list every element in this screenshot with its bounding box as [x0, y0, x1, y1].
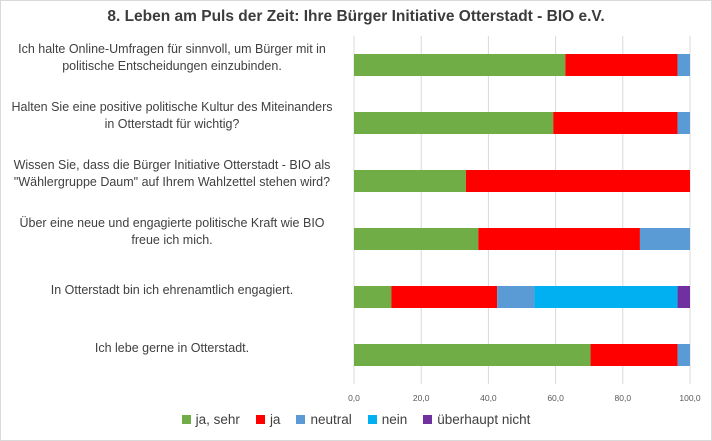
legend-item: überhaupt nicht: [423, 412, 530, 427]
category-label: Ich halte Online-Umfragen für sinnvoll, …: [2, 41, 342, 75]
chart-title: 8. Leben am Puls der Zeit: Ihre Bürger I…: [107, 8, 605, 25]
category-label: In Otterstadt bin ich ehrenamtlich engag…: [2, 282, 342, 299]
x-tick-label: 80,0: [614, 393, 632, 403]
legend-swatch: [181, 415, 191, 424]
x-tick-label: 60,0: [547, 393, 564, 403]
x-tick-label: 0,0: [348, 393, 360, 403]
legend-label: ja: [269, 412, 281, 427]
legend-swatch: [367, 415, 377, 424]
bar-segment: [354, 228, 479, 250]
category-label-line: In Otterstadt bin ich ehrenamtlich engag…: [50, 282, 294, 297]
legend-swatch: [255, 415, 265, 424]
bar-segment: [553, 112, 678, 134]
category-label-line: Ich halte Online-Umfragen für sinnvoll, …: [18, 42, 326, 56]
legend-swatch: [296, 415, 306, 424]
bar-segment: [354, 170, 466, 192]
category-label-line: Ich lebe gerne in Otterstadt.: [94, 340, 250, 355]
bar-segment: [354, 286, 392, 308]
bar-segment: [354, 54, 566, 76]
legend-label: überhaupt nicht: [437, 412, 531, 427]
legend-label: ja, sehr: [195, 412, 240, 427]
category-label-line: Über eine neue und engagierte politische…: [19, 216, 325, 230]
bar-segment: [677, 344, 690, 366]
legend: ja, sehr ja neutral nein überhaupt nicht: [0, 412, 712, 427]
bar-segment: [478, 228, 640, 250]
bar-segment: [391, 286, 498, 308]
legend-label: nein: [381, 412, 408, 427]
category-label-line: politische Entscheidungen einzubinden.: [62, 59, 282, 73]
bar-segment: [565, 54, 678, 76]
category-label: Wissen Sie, dass die Bürger Initiative O…: [2, 157, 342, 191]
category-label: Ich lebe gerne in Otterstadt.: [2, 340, 342, 357]
bar-segment: [534, 286, 678, 308]
x-tick-label: 40,0: [480, 393, 497, 403]
bar-segment: [354, 112, 554, 134]
category-label: Über eine neue und engagierte politische…: [2, 215, 342, 249]
bar-segment: [465, 170, 690, 192]
category-label-line: in Otterstadt für wichtig?: [104, 117, 240, 131]
legend-item: ja, sehr: [181, 412, 240, 427]
category-label-line: "Wählergruppe Daum" auf Ihrem Wahlzettel…: [13, 175, 331, 189]
x-tick-label: 20,0: [412, 393, 430, 403]
legend-item: nein: [367, 412, 408, 427]
category-label-line: Halten Sie eine positive politische Kult…: [11, 100, 333, 114]
bar-segment: [677, 54, 690, 76]
legend-item: neutral: [296, 412, 352, 427]
bar-segment: [354, 344, 591, 366]
bar-segment: [639, 228, 690, 250]
legend-item: ja: [255, 412, 281, 427]
bar-segment: [677, 286, 690, 308]
bar-segment: [497, 286, 535, 308]
category-label-line: Wissen Sie, dass die Bürger Initiative O…: [13, 158, 331, 172]
bar-segment: [590, 344, 678, 366]
bar-segment: [677, 112, 690, 134]
legend-swatch: [423, 415, 433, 424]
category-label-line: freue ich mich.: [131, 233, 213, 247]
x-tick-label: 100,0: [679, 393, 701, 403]
category-label: Halten Sie eine positive politische Kult…: [2, 99, 342, 133]
legend-label: neutral: [310, 412, 352, 427]
